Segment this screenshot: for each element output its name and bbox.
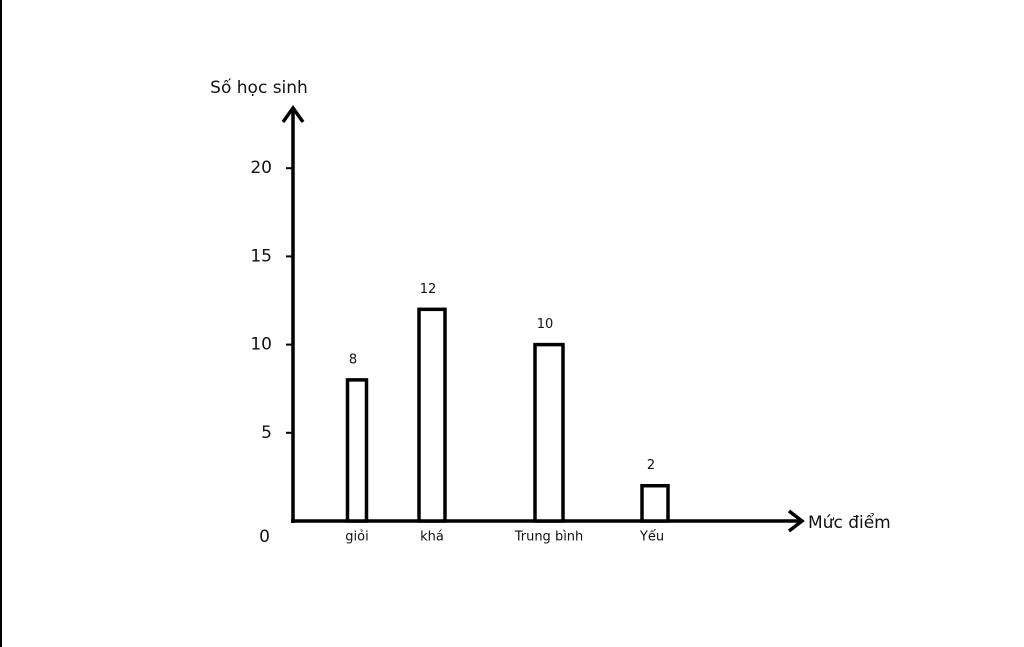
y-tick-label: 5 [261,423,272,443]
value-label: 10 [537,317,554,332]
value-label: 8 [349,352,357,367]
left-border [0,0,2,647]
y-tick-label: 0 [259,527,270,547]
x-tick-label: khá [420,530,444,545]
x-tick-label: Yếu [639,530,664,545]
x-tick-label: Trung bình [514,530,584,545]
value-label: 2 [647,458,655,473]
y-axis-arrow [281,104,305,124]
bar [345,378,369,523]
bar [533,342,565,523]
value-label: 12 [420,282,437,297]
x-axis-arrow [787,509,805,533]
bar [640,483,670,523]
y-tick-label: 10 [250,335,272,355]
x-tick-label: giỏi [345,530,368,545]
y-tick-label: 20 [250,158,272,178]
y-tick-label: 15 [250,246,272,266]
x-axis-title: Mức điểm [808,512,891,533]
bar [417,307,447,523]
y-axis-title: Số học sinh [210,77,308,98]
